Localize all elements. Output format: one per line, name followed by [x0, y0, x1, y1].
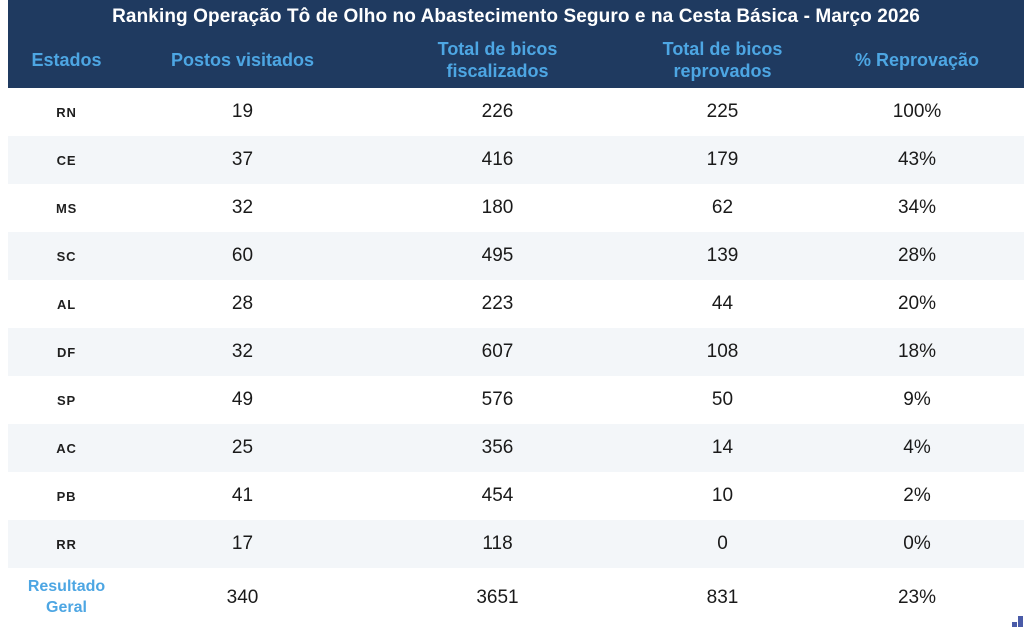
ranking-table: Ranking Operação Tô de Olho no Abastecim…: [8, 0, 1024, 628]
reprovacao-value: 2%: [903, 485, 931, 506]
reprovados-value: 50: [711, 389, 734, 410]
column-header-fiscalizados-label: Total de bicos fiscalizados: [437, 39, 558, 81]
postos-value: 37: [231, 149, 254, 170]
reprovados-total: 831: [706, 587, 739, 608]
reprovacao-value: 20%: [897, 293, 937, 314]
table-row-pb: PB 41 454 10 2%: [8, 472, 1024, 520]
postos-value: 17: [231, 533, 254, 554]
reprovacao-value: 9%: [903, 389, 931, 410]
fiscalizados-value: 454: [481, 485, 514, 506]
fiscalizados-value: 118: [482, 533, 513, 554]
fiscalizados-total: 3651: [476, 587, 519, 608]
table-row-ac: AC 25 356 14 4%: [8, 424, 1024, 472]
reprovacao-value: 34%: [897, 197, 937, 218]
column-header-estados: Estados: [8, 50, 125, 72]
table-row-rn: RN 19 226 225 100%: [8, 88, 1024, 136]
column-header-postos-label: Postos visitados: [170, 50, 315, 71]
reprovacao-value: 0%: [903, 533, 931, 554]
reprovados-value: 44: [711, 293, 734, 314]
reprovados-value: 179: [706, 149, 739, 170]
reprovados-value: 139: [706, 245, 739, 266]
column-header-reprovacao: % Reprovação: [810, 50, 1024, 72]
state-code: SP: [57, 392, 76, 408]
postos-value: 19: [231, 101, 254, 122]
column-header-fiscalizados: Total de bicos fiscalizados: [360, 39, 635, 82]
table-row-sc: SC 60 495 139 28%: [8, 232, 1024, 280]
fiscalizados-value: 607: [481, 341, 514, 362]
column-header-postos: Postos visitados: [125, 50, 360, 72]
state-code: SC: [56, 248, 77, 264]
table-row-sp: SP 49 576 50 9%: [8, 376, 1024, 424]
postos-value: 32: [231, 197, 254, 218]
table-row-ms: MS 32 180 62 34%: [8, 184, 1024, 232]
postos-value: 28: [231, 293, 254, 314]
reprovacao-value: 18%: [897, 341, 937, 362]
postos-value: 41: [231, 485, 254, 506]
reprovacao-value: 100%: [892, 101, 942, 122]
postos-value: 32: [231, 341, 254, 362]
reprovacao-total: 23%: [897, 587, 937, 608]
reprovados-value: 62: [711, 197, 734, 218]
postos-value: 49: [231, 389, 254, 410]
state-code: PB: [56, 488, 77, 504]
state-code: CE: [56, 152, 77, 168]
reprovados-value: 225: [706, 101, 739, 122]
column-header-estados-label: Estados: [31, 50, 102, 71]
reprovados-value: 14: [711, 437, 734, 458]
state-code: RR: [56, 536, 77, 552]
table-row-al: AL 28 223 44 20%: [8, 280, 1024, 328]
reprovacao-value: 43%: [897, 149, 937, 170]
reprovacao-value: 4%: [903, 437, 931, 458]
table-row-ce: CE 37 416 179 43%: [8, 136, 1024, 184]
state-code: AC: [56, 440, 77, 456]
postos-total: 340: [226, 587, 259, 608]
table-header: Ranking Operação Tô de Olho no Abastecim…: [8, 0, 1024, 88]
table-row-rr: RR 17 118 0 0%: [8, 520, 1024, 568]
fiscalizados-value: 416: [481, 149, 514, 170]
state-code: RN: [56, 104, 77, 120]
postos-value: 60: [231, 245, 254, 266]
reprovados-value: 10: [711, 485, 734, 506]
state-code: AL: [57, 296, 76, 312]
corner-bar-tall: [1018, 616, 1023, 627]
fiscalizados-value: 223: [481, 293, 514, 314]
fiscalizados-value: 576: [481, 389, 514, 410]
column-header-reprovados: Total de bicos reprovados: [635, 39, 810, 82]
reprovados-value: 0: [717, 533, 728, 554]
table-footer-row: Resultado Geral 340 3651 831 23%: [8, 568, 1024, 628]
column-header-reprovados-label: Total de bicos reprovados: [662, 39, 783, 81]
reprovados-value: 108: [706, 341, 739, 362]
table-row-df: DF 32 607 108 18%: [8, 328, 1024, 376]
state-code: MS: [55, 200, 78, 216]
table-title: Ranking Operação Tô de Olho no Abastecim…: [112, 6, 920, 27]
fiscalizados-value: 180: [481, 197, 514, 218]
column-header-reprovacao-label: % Reprovação: [854, 50, 980, 71]
fiscalizados-value: 495: [481, 245, 514, 266]
column-header-row: Estados Postos visitados Total de bicos …: [8, 34, 1024, 88]
fiscalizados-value: 356: [481, 437, 514, 458]
state-code: DF: [57, 344, 76, 360]
footer-label-text: Resultado Geral: [27, 578, 106, 616]
footer-label: Resultado Geral: [8, 577, 125, 619]
postos-value: 25: [231, 437, 254, 458]
cropped-corner-icon: [1012, 616, 1023, 627]
reprovacao-value: 28%: [897, 245, 937, 266]
fiscalizados-value: 226: [481, 101, 514, 122]
corner-bar-small: [1012, 622, 1017, 627]
